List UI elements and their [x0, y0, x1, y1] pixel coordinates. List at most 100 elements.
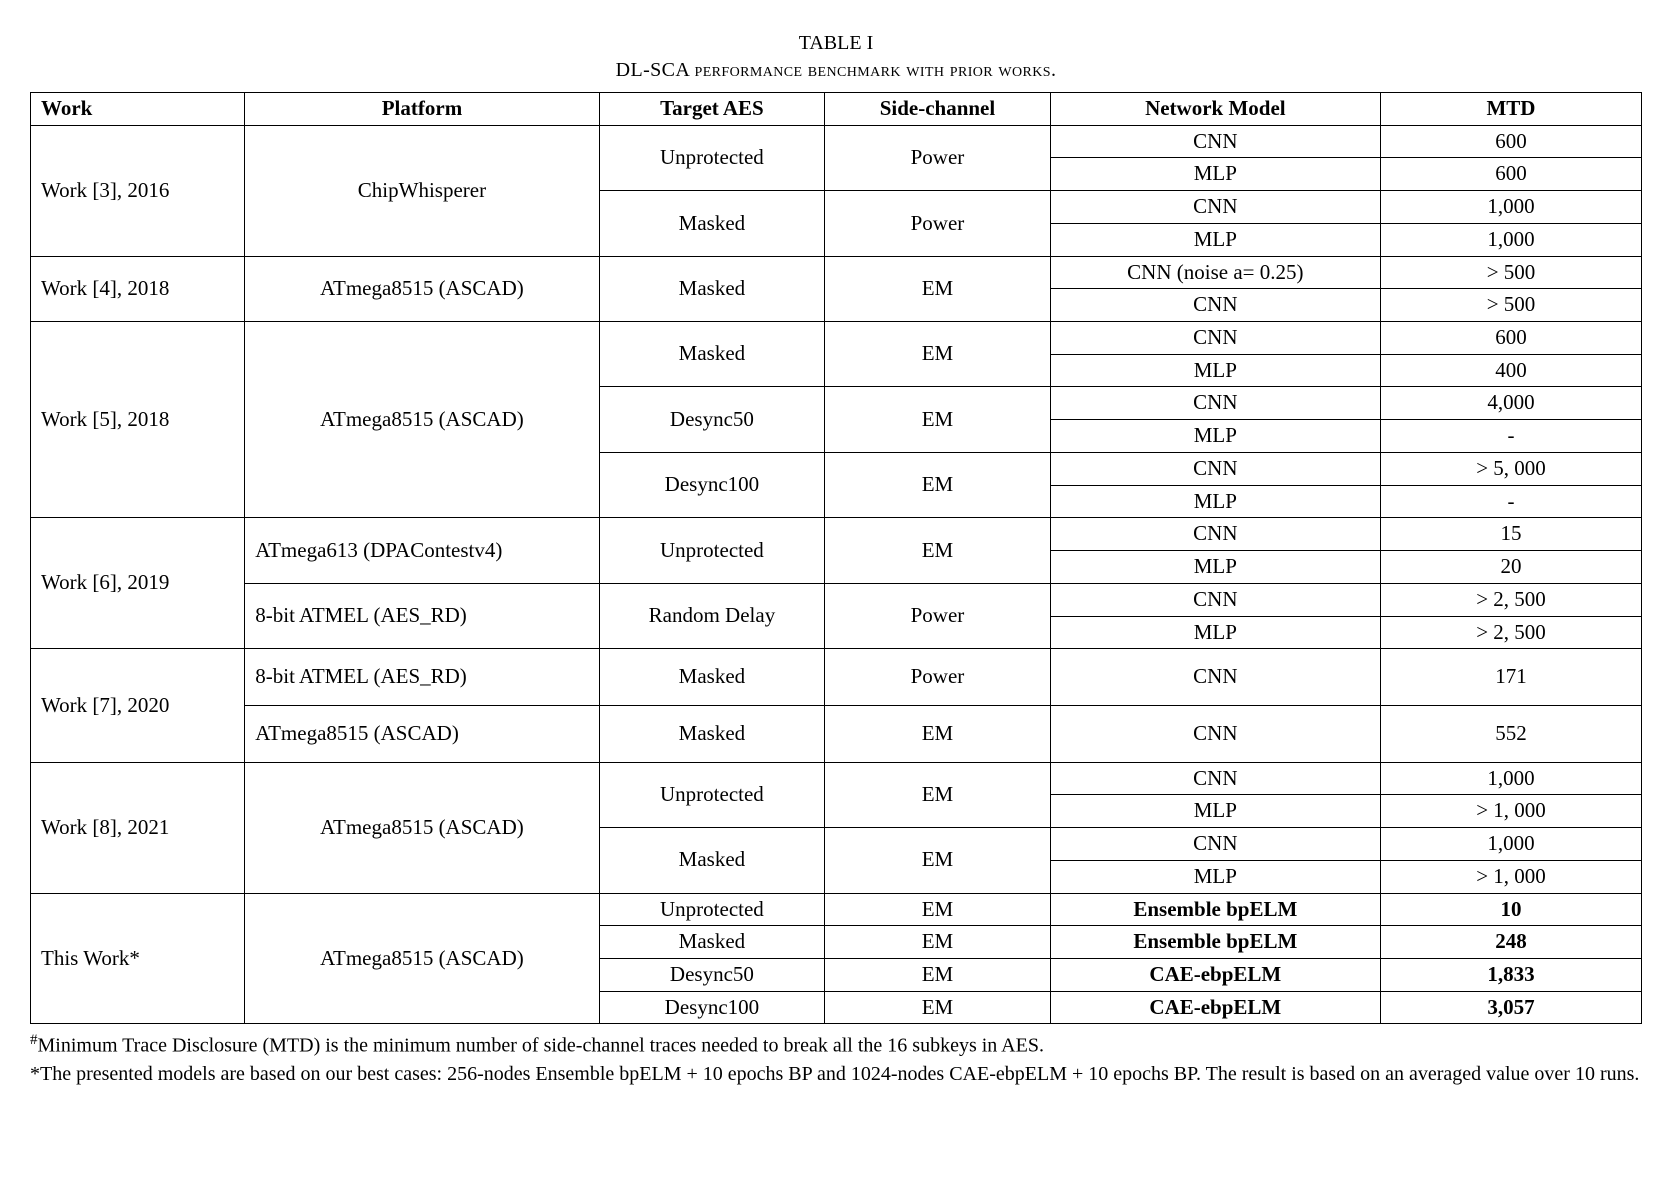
table-row: 8-bit ATMEL (AES_RD)Random DelayPowerCNN… [31, 583, 1642, 616]
cell-sidechannel: EM [825, 991, 1051, 1024]
cell-mtd: 3,057 [1380, 991, 1641, 1024]
cell-target: Masked [599, 191, 825, 256]
cell-model: MLP [1050, 354, 1380, 387]
cell-mtd: > 500 [1380, 289, 1641, 322]
cell-work: Work [8], 2021 [31, 762, 245, 893]
cell-platform: ATmega8515 (ASCAD) [245, 762, 599, 893]
table-number: TABLE I [30, 30, 1642, 57]
cell-mtd: 552 [1380, 705, 1641, 762]
cell-model: MLP [1050, 420, 1380, 453]
footnote-mtd: #Minimum Trace Disclosure (MTD) is the m… [30, 1030, 1642, 1060]
cell-sidechannel: EM [825, 762, 1051, 827]
cell-model: CNN [1050, 705, 1380, 762]
cell-model: CNN (noise a= 0.25) [1050, 256, 1380, 289]
cell-model: CNN [1050, 452, 1380, 485]
cell-model: CNN [1050, 322, 1380, 355]
cell-model: MLP [1050, 551, 1380, 584]
col-sidechannel: Side-channel [825, 93, 1051, 126]
cell-sidechannel: Power [825, 125, 1051, 190]
cell-target: Masked [599, 322, 825, 387]
cell-sidechannel: Power [825, 191, 1051, 256]
table-row: Work [8], 2021ATmega8515 (ASCAD)Unprotec… [31, 762, 1642, 795]
cell-mtd: 600 [1380, 322, 1641, 355]
cell-mtd: 1,000 [1380, 762, 1641, 795]
cell-target: Masked [599, 649, 825, 706]
cell-model: MLP [1050, 795, 1380, 828]
cell-sidechannel: Power [825, 583, 1051, 648]
cell-mtd: 1,000 [1380, 828, 1641, 861]
col-mtd: MTD [1380, 93, 1641, 126]
table-row: Work [4], 2018ATmega8515 (ASCAD)MaskedEM… [31, 256, 1642, 289]
cell-sidechannel: EM [825, 958, 1051, 991]
cell-mtd: 248 [1380, 926, 1641, 959]
cell-mtd: > 1, 000 [1380, 860, 1641, 893]
cell-sidechannel: EM [825, 387, 1051, 452]
col-target: Target AES [599, 93, 825, 126]
table-row: ATmega8515 (ASCAD)MaskedEMCNN552 [31, 705, 1642, 762]
table-caption: TABLE I DL-SCA performance benchmark wit… [30, 30, 1642, 84]
col-model: Network Model [1050, 93, 1380, 126]
cell-target: Unprotected [599, 893, 825, 926]
table-header-row: Work Platform Target AES Side-channel Ne… [31, 93, 1642, 126]
cell-model: CNN [1050, 762, 1380, 795]
cell-target: Desync50 [599, 387, 825, 452]
cell-work: Work [7], 2020 [31, 649, 245, 762]
cell-model: CNN [1050, 387, 1380, 420]
cell-work: Work [3], 2016 [31, 125, 245, 256]
table-row: Work [7], 20208-bit ATMEL (AES_RD)Masked… [31, 649, 1642, 706]
cell-model: Ensemble bpELM [1050, 926, 1380, 959]
cell-model: CNN [1050, 828, 1380, 861]
cell-mtd: > 1, 000 [1380, 795, 1641, 828]
col-platform: Platform [245, 93, 599, 126]
cell-platform: ATmega8515 (ASCAD) [245, 256, 599, 321]
cell-mtd: 1,833 [1380, 958, 1641, 991]
table-row: This Work*ATmega8515 (ASCAD)UnprotectedE… [31, 893, 1642, 926]
cell-work: Work [5], 2018 [31, 322, 245, 518]
footnote-models: *The presented models are based on our b… [30, 1061, 1642, 1089]
cell-model: Ensemble bpELM [1050, 893, 1380, 926]
cell-target: Masked [599, 256, 825, 321]
cell-model: MLP [1050, 485, 1380, 518]
cell-platform: 8-bit ATMEL (AES_RD) [245, 649, 599, 706]
cell-mtd: > 2, 500 [1380, 583, 1641, 616]
cell-target: Desync50 [599, 958, 825, 991]
cell-platform: ATmega8515 (ASCAD) [245, 705, 599, 762]
cell-target: Unprotected [599, 762, 825, 827]
cell-mtd: 600 [1380, 125, 1641, 158]
cell-model: MLP [1050, 860, 1380, 893]
cell-target: Masked [599, 705, 825, 762]
cell-model: CNN [1050, 518, 1380, 551]
cell-platform: ATmega613 (DPAContestv4) [245, 518, 599, 583]
cell-sidechannel: EM [825, 322, 1051, 387]
cell-mtd: 20 [1380, 551, 1641, 584]
cell-mtd: 171 [1380, 649, 1641, 706]
cell-sidechannel: EM [825, 926, 1051, 959]
cell-model: CAE-ebpELM [1050, 958, 1380, 991]
cell-model: MLP [1050, 158, 1380, 191]
cell-sidechannel: EM [825, 256, 1051, 321]
cell-model: CAE-ebpELM [1050, 991, 1380, 1024]
col-work: Work [31, 93, 245, 126]
cell-mtd: 1,000 [1380, 191, 1641, 224]
cell-target: Unprotected [599, 125, 825, 190]
cell-target: Masked [599, 828, 825, 893]
cell-sidechannel: EM [825, 705, 1051, 762]
cell-target: Random Delay [599, 583, 825, 648]
cell-platform: ATmega8515 (ASCAD) [245, 322, 599, 518]
cell-work: Work [4], 2018 [31, 256, 245, 321]
cell-target: Masked [599, 926, 825, 959]
cell-mtd: - [1380, 420, 1641, 453]
cell-work: Work [6], 2019 [31, 518, 245, 649]
cell-mtd: > 500 [1380, 256, 1641, 289]
cell-platform: ATmega8515 (ASCAD) [245, 893, 599, 1024]
table-row: Work [5], 2018ATmega8515 (ASCAD)MaskedEM… [31, 322, 1642, 355]
cell-model: CNN [1050, 649, 1380, 706]
cell-model: CNN [1050, 289, 1380, 322]
cell-mtd: 10 [1380, 893, 1641, 926]
cell-platform: 8-bit ATMEL (AES_RD) [245, 583, 599, 648]
table-title: DL-SCA performance benchmark with prior … [30, 57, 1642, 84]
cell-model: MLP [1050, 616, 1380, 649]
cell-work: This Work* [31, 893, 245, 1024]
cell-model: MLP [1050, 223, 1380, 256]
cell-mtd: 15 [1380, 518, 1641, 551]
